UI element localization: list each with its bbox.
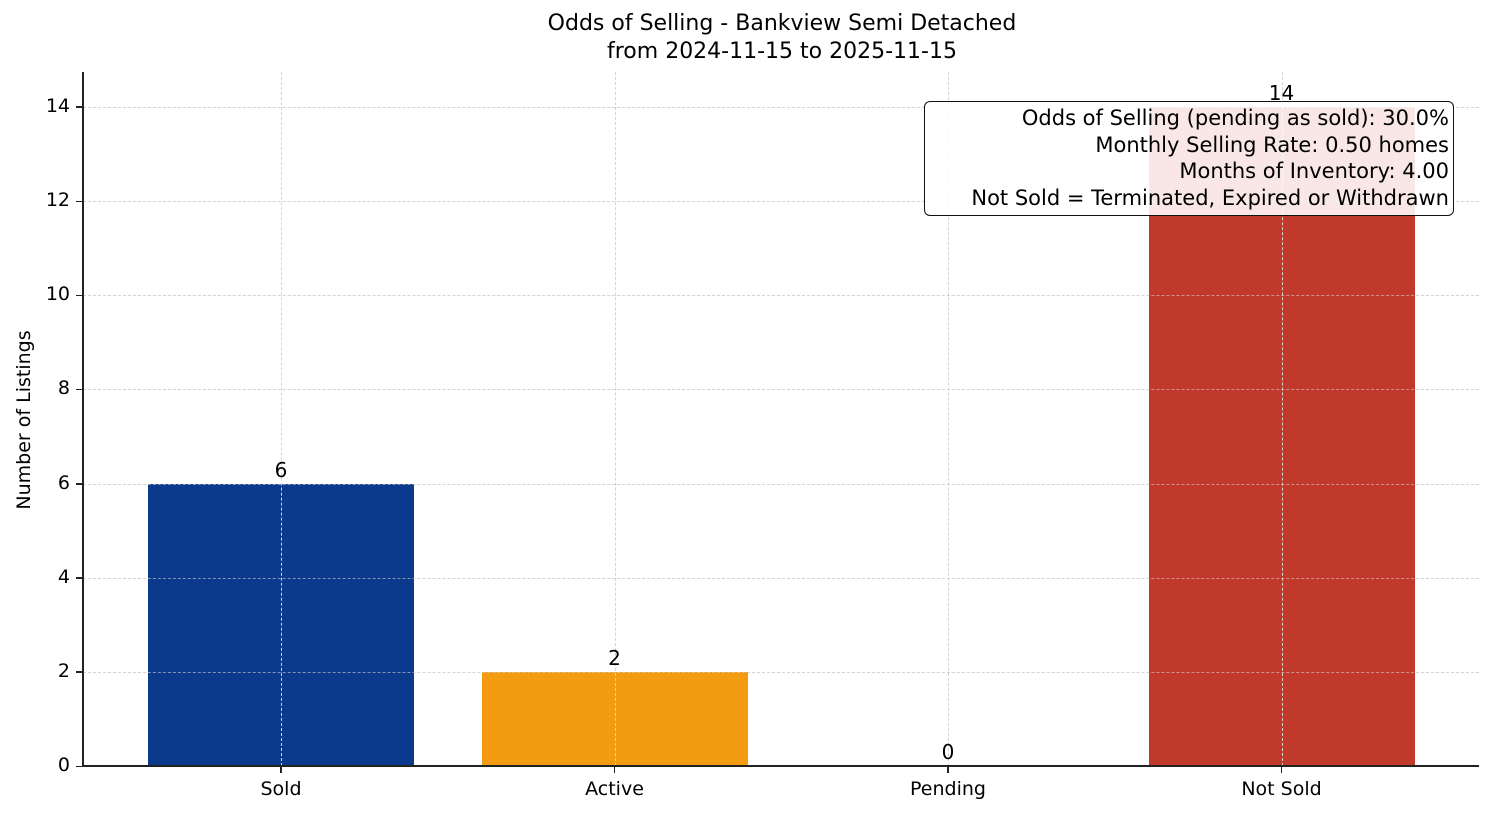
x-tick-label: Active xyxy=(585,778,644,800)
y-gridline xyxy=(83,201,1479,202)
x-gridline xyxy=(1281,72,1283,766)
x-tick-mark xyxy=(947,767,949,773)
not-sold-definition-text: Not Sold = Terminated, Expired or Withdr… xyxy=(971,185,1449,210)
y-tick-label: 12 xyxy=(45,189,70,211)
stats-annotation-box: Odds of Selling (pending as sold): 30.0%… xyxy=(924,101,1454,216)
bar-value-label: 0 xyxy=(941,740,955,764)
x-tick-mark xyxy=(280,767,282,773)
y-tick-label: 4 xyxy=(57,565,70,588)
bar-value-label: 14 xyxy=(1268,80,1295,105)
y-tick-label: 6 xyxy=(57,471,70,494)
x-tick-label: Pending xyxy=(910,778,986,800)
y-gridline xyxy=(83,483,1479,485)
monthly-selling-rate-text: Monthly Selling Rate: 0.50 homes xyxy=(1095,132,1449,157)
x-gridline xyxy=(948,72,949,766)
x-tick-mark xyxy=(1280,767,1283,773)
y-tick-label: 10 xyxy=(45,283,70,306)
y-gridline xyxy=(83,389,1479,391)
y-tick-label: 2 xyxy=(57,659,70,682)
y-tick-mark xyxy=(76,765,82,767)
y-gridline xyxy=(83,671,1479,673)
y-tick-label: 14 xyxy=(45,94,70,117)
x-gridline xyxy=(614,72,616,766)
y-tick-mark xyxy=(76,388,82,391)
chart-subtitle: from 2024-11-15 to 2025-11-15 xyxy=(607,39,957,64)
y-tick-mark xyxy=(76,200,82,202)
y-gridline xyxy=(83,577,1479,579)
x-gridline xyxy=(281,72,282,766)
chart-title-line1: Odds of Selling - Bankview Semi Detached xyxy=(547,11,1017,36)
y-tick-mark xyxy=(76,294,82,297)
x-tick-label: Sold xyxy=(260,778,302,800)
bar-value-label: 6 xyxy=(274,457,288,482)
months-of-inventory-text: Months of Inventory: 4.00 xyxy=(1179,159,1449,183)
y-tick-mark xyxy=(76,577,82,579)
y-axis-label: Number of Listings xyxy=(13,330,35,510)
y-tick-mark xyxy=(76,106,82,108)
x-tick-mark xyxy=(613,767,616,773)
chart-title: Odds of Selling - Bankview Semi Detached… xyxy=(0,10,1494,66)
y-gridline xyxy=(83,295,1479,297)
y-tick-mark xyxy=(76,483,82,485)
y-tick-label: 0 xyxy=(57,754,70,776)
x-tick-label: Not Sold xyxy=(1241,778,1322,800)
y-axis-line xyxy=(82,72,84,767)
y-tick-label: 8 xyxy=(57,377,70,400)
x-axis-line xyxy=(82,765,1479,767)
odds-of-selling-text: Odds of Selling (pending as sold): 30.0% xyxy=(1021,106,1449,130)
bar-value-label: 2 xyxy=(608,645,621,670)
y-tick-mark xyxy=(76,671,82,673)
y-gridline xyxy=(83,106,1479,108)
